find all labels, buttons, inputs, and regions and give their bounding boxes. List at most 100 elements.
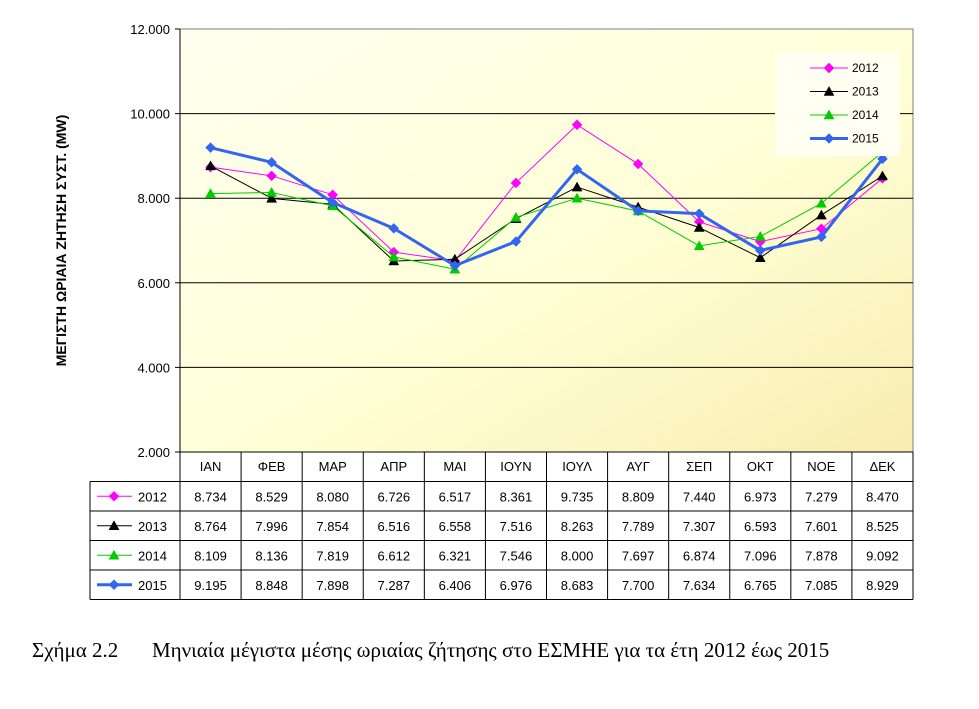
- data-point: [571, 119, 583, 131]
- row-series-name: 2013: [138, 519, 167, 534]
- table-cell: 6.726: [378, 489, 411, 504]
- table-cell: 8.263: [561, 519, 594, 534]
- y-tick-label: 4.000: [137, 360, 170, 375]
- row-legend-marker: [108, 549, 120, 560]
- table-cell: 9.092: [866, 548, 899, 563]
- data-point: [266, 170, 277, 182]
- data-table: ΙΑΝ ΦΕΒ ΜΑΡ ΑΠΡ ΜΑΙ ΙΟΥΝ ΙΟΥΛ ΑΥΓ ΣΕΠ ΟΚΤ ΝΟΕ ΔΕΚ 20…: [89, 451, 914, 600]
- legend-marker: [823, 133, 835, 144]
- data-point: [632, 158, 644, 170]
- data-point: [693, 208, 705, 220]
- table-cell: 8.470: [866, 489, 899, 504]
- table-cell: 6.976: [500, 578, 533, 593]
- legend: 2012 2013 2014 2015: [775, 52, 900, 156]
- table-row: 2014 8.109 8.136 7.819 6.612 6.321 7.546 8.000 7…: [97, 548, 899, 563]
- row-legend-marker: [108, 579, 120, 591]
- series-line-2014: [210, 151, 883, 270]
- y-tick-label: 8.000: [137, 191, 170, 206]
- legend-label: 2014: [852, 108, 879, 122]
- data-point: [693, 240, 705, 251]
- legend-marker: [823, 62, 835, 74]
- legend-marker: [823, 85, 835, 96]
- data-point: [266, 186, 278, 197]
- table-cell: 7.601: [805, 519, 838, 534]
- legend-item-2015: 2015: [810, 132, 879, 146]
- table-cell: 8.929: [866, 578, 899, 593]
- table-cell: 6.973: [744, 489, 777, 504]
- legend-item-2012: 2012: [810, 61, 879, 75]
- table-cell: 7.546: [500, 548, 533, 563]
- table-cell: 6.593: [744, 519, 777, 534]
- data-point: [327, 197, 339, 208]
- table-cell: 6.321: [439, 548, 472, 563]
- table-cell: 8.361: [500, 489, 533, 504]
- caption-text: Μηνιαία μέγιστα μέσης ωριαίας ζήτησης στ…: [152, 638, 830, 662]
- table-cell: 7.700: [622, 578, 655, 593]
- x-tick-label: ΜΑΡ: [319, 459, 347, 474]
- table-cell: 9.735: [561, 489, 594, 504]
- data-point: [632, 205, 644, 217]
- row-legend-marker: [108, 520, 120, 530]
- data-point: [205, 142, 216, 154]
- y-tick-label: 12.000: [130, 22, 170, 37]
- x-tick-label: ΙΑΝ: [200, 459, 222, 474]
- series-line-2012: [210, 124, 883, 262]
- table-cell: 7.697: [622, 548, 655, 563]
- table-cell: 8.764: [194, 519, 227, 534]
- x-tick-label: ΑΥΓ: [626, 459, 650, 474]
- data-point: [693, 221, 705, 232]
- data-point: [510, 211, 522, 222]
- legend-marker: [823, 109, 835, 120]
- table-cell: 7.279: [805, 489, 838, 504]
- x-tick-label: ΜΑΙ: [443, 459, 466, 474]
- table-cell: 8.136: [255, 548, 288, 563]
- data-point: [205, 160, 216, 171]
- x-tick-label: ΙΟΥΝ: [500, 459, 531, 474]
- table-cell: 8.000: [561, 548, 594, 563]
- y-tick-label: 10.000: [130, 107, 170, 122]
- table-cell: 8.525: [866, 519, 899, 534]
- data-point: [815, 209, 827, 220]
- table-cell: 6.612: [378, 548, 411, 563]
- table-cell: 8.848: [255, 578, 288, 593]
- figure-caption: Σχήμα 2.2 Μηνιαία μέγιστα μέσης ωριαίας ζ…: [32, 636, 962, 664]
- legend-label: 2015: [852, 132, 879, 146]
- data-point: [754, 252, 766, 262]
- table-cell: 8.529: [255, 489, 288, 504]
- y-axis-label: ΜΕΓΙΣΤΗ ΩΡΙΑΙΑ ΖΗΤΗΣΗ ΣΥΣΤ. (MW): [53, 115, 69, 367]
- y-tick-label: 6.000: [137, 276, 170, 291]
- table-cell: 9.195: [194, 578, 227, 593]
- table-cell: 7.878: [805, 548, 838, 563]
- data-point: [754, 230, 766, 241]
- table-cell: 8.809: [622, 489, 655, 504]
- x-tick-label: ΟΚΤ: [747, 459, 774, 474]
- y-axis: 2.000 4.000 6.000 8.000 10.000 12.000: [130, 22, 181, 460]
- table-cell: 7.789: [622, 519, 655, 534]
- table-cell: 7.898: [316, 578, 349, 593]
- table-cell: 8.109: [194, 548, 227, 563]
- table-cell: 6.517: [439, 489, 472, 504]
- series-line-2015: [210, 146, 884, 268]
- data-point: [266, 192, 278, 203]
- table-cell: 6.765: [744, 578, 777, 593]
- table-cell: 7.996: [255, 519, 288, 534]
- series-2015: [205, 142, 888, 271]
- legend-label: 2012: [852, 61, 879, 75]
- table-row: 2012 8.734 8.529 8.080 6.726 6.517 8.361 9.735 8…: [97, 489, 899, 504]
- caption-number: Σχήμα 2.2: [32, 638, 119, 662]
- table-row: 2013 8.764 7.996 7.854 6.516 6.558 7.516 8.263 7…: [97, 519, 899, 534]
- data-point: [388, 251, 400, 262]
- data-point: [510, 177, 522, 189]
- y-tick-label: 2.000: [137, 445, 170, 460]
- table-cell: 6.558: [439, 519, 472, 534]
- table-cell: 6.874: [683, 548, 716, 563]
- table-cell: 7.516: [500, 519, 533, 534]
- table-cell: 8.683: [561, 578, 594, 593]
- table-cell: 7.096: [744, 548, 777, 563]
- table-cell: 6.516: [378, 519, 411, 534]
- table-cell: 7.085: [805, 578, 838, 593]
- data-point: [754, 245, 766, 256]
- data-point: [571, 181, 583, 192]
- table-cell: 7.819: [316, 548, 349, 563]
- data-point: [877, 153, 888, 165]
